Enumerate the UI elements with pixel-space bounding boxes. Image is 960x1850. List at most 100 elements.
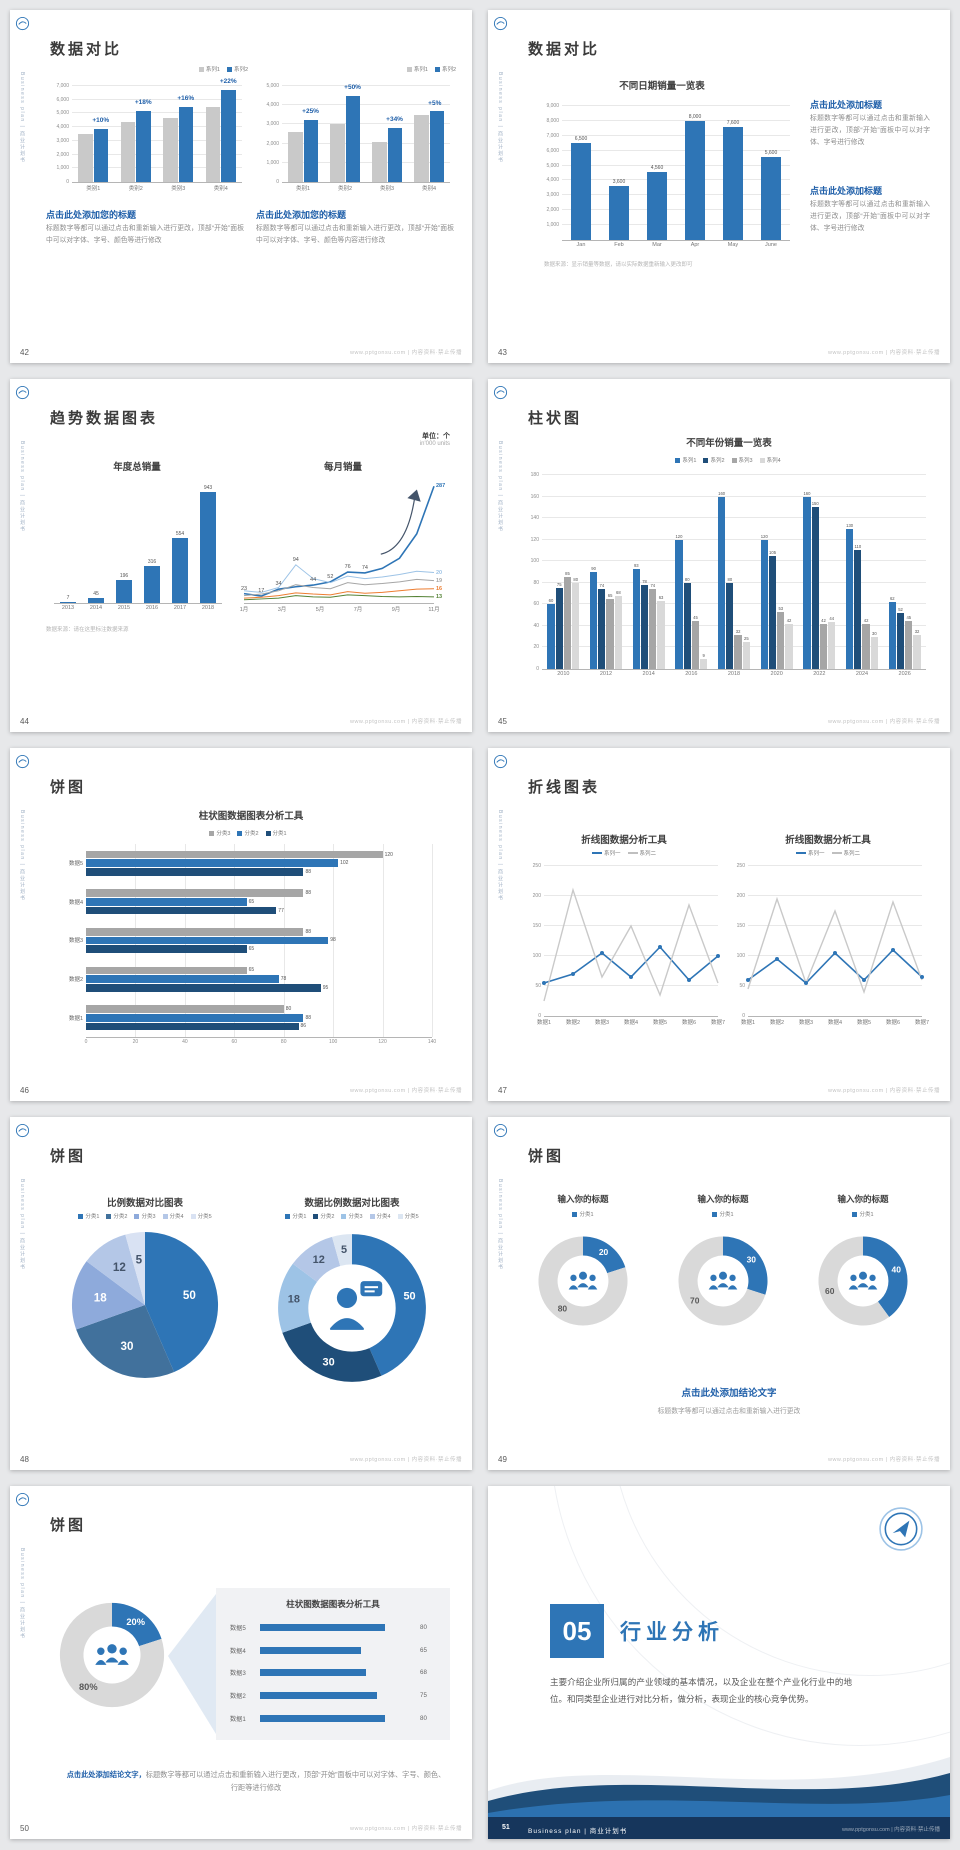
sidebar-vertical-text: Business plan | 商业计划书	[19, 1179, 25, 1271]
brand-logo-icon	[493, 1123, 508, 1138]
conclusion-lead: 点击此处添加结论文字，	[66, 1770, 146, 1779]
panel-title: 柱状图数据图表分析工具	[286, 1599, 380, 1609]
caption-title-left: 点击此处添加您的标题	[46, 210, 137, 220]
brand-logo-icon	[15, 16, 30, 31]
slide-42[interactable]: Business plan | 商业计划书 数据对比 系列1 系列2 0 1,000 2…	[10, 10, 472, 363]
section-body: 主要介绍企业所归属的产业领域的基本情况，以及企业在整个产业化行业中的地位。和同类…	[550, 1677, 852, 1704]
svg-text:5: 5	[341, 1244, 347, 1256]
right-chart-title: 折线图数据分析工具	[785, 835, 871, 846]
brand-logo-icon	[15, 754, 30, 769]
slide-title: 数据对比	[50, 41, 123, 59]
page-number: 48	[20, 1455, 29, 1464]
slide-title: 折线图表	[528, 779, 601, 797]
slide-sidebar: Business plan | 商业计划书	[488, 379, 514, 732]
slide-44[interactable]: Business plan | 商业计划书 趋势数据图表 单位：个 in'000…	[10, 379, 472, 732]
unit-label-cn: 单位：个	[422, 433, 450, 440]
grouped-bar-chart-left: 系列1 系列2 0 1,000 2,000 3,000 4,000 5,000 6,000 7,0…	[56, 66, 248, 192]
slide-sidebar: Business plan | 商业计划书	[488, 10, 514, 363]
page-number: 42	[20, 348, 29, 357]
brand-logo-icon	[15, 1492, 30, 1507]
svg-text:80: 80	[558, 1303, 568, 1313]
panel-bar-rows: 数据5 80 数据4 65 数据3 68 数据2 75 数据1 80	[230, 1623, 427, 1724]
svg-text:50: 50	[403, 1290, 415, 1302]
footer-site-text: www.pptgonsu.com | 内容资料·禁止传播	[841, 1827, 940, 1833]
donut-title-3: 输入你的标题	[837, 1194, 889, 1204]
conclusion-paragraph: 点击此处添加结论文字，标题数字等都可以通过点击和重新输入进行更改，顶部“开始”面…	[66, 1768, 446, 1795]
analysis-panel: 柱状图数据图表分析工具 数据5 80 数据4 65 数据3 68 数据2 75 数据1 80	[216, 1588, 450, 1740]
sidebar-vertical-text: Business plan | 商业计划书	[497, 810, 503, 902]
slide-sidebar: Business plan | 商业计划书	[10, 748, 36, 1101]
yearly-grouped-bar-chart: 系列1 系列2 系列3 系列4 0 20 40 60 80 100 120 140 160 180 60 75…	[524, 455, 932, 681]
brand-logo-icon	[15, 1123, 30, 1138]
bottom-footer-bar: 51 Business plan | 商业计划书 www.pptgonsu.co…	[488, 1817, 950, 1839]
slide-48[interactable]: Business plan | 商业计划书 饼图 比例数据对比图表 分类1 分类2…	[10, 1117, 472, 1470]
slide-51[interactable]: 05 行业分析 主要介绍企业所归属的产业领域的基本情况，以及企业在整个产业化行业…	[488, 1486, 950, 1839]
slide-43[interactable]: Business plan | 商业计划书 数据对比 不同日期销量一览表 1,0…	[488, 10, 950, 363]
company-logo-icon	[879, 1507, 923, 1551]
data-source-note: 数据来源：请在这里标注数据来源	[46, 627, 129, 633]
slide-sidebar: Business plan | 商业计划书	[10, 1117, 36, 1470]
slide-sidebar: Business plan | 商业计划书	[488, 1117, 514, 1470]
page-number: 47	[498, 1086, 507, 1095]
bottom-wave-decoration	[488, 1757, 950, 1817]
sidebar-vertical-text: Business plan | 商业计划书	[497, 1179, 503, 1271]
conclusion-subtext: 标题数字等都可以通过点击和重新输入进行更改	[657, 1408, 801, 1415]
chart-title: 不同日期销量一览表	[619, 81, 705, 92]
slide-title: 饼图	[50, 779, 87, 797]
grouped-bar-chart-right: 系列1 系列2 0 1,000 2,000 3,000 4,000 5,000 类别1 +25% 类…	[266, 66, 456, 192]
svg-text:40: 40	[892, 1264, 902, 1274]
slide-title: 饼图	[50, 1148, 87, 1166]
slide-50[interactable]: Business plan | 商业计划书 饼图 20% 80% 柱状图数据图表分…	[10, 1486, 472, 1839]
svg-text:30: 30	[120, 1340, 133, 1353]
page-number: 43	[498, 348, 507, 357]
brand-logo-icon	[15, 385, 30, 400]
sidebar-vertical-text: Business plan | 商业计划书	[19, 441, 25, 533]
section-number-box: 05	[550, 1604, 604, 1658]
brand-logo-icon	[493, 385, 508, 400]
slide-47[interactable]: Business plan | 商业计划书 折线图表 折线图数据分析工具 系列一…	[488, 748, 950, 1101]
slide-sidebar: Business plan | 商业计划书	[10, 379, 36, 732]
footer-brand-text: Business plan | 商业计划书	[528, 1827, 628, 1835]
caption-body-right: 标题数字等都可以通过点击和重新输入进行更改，顶部“开始”面板中可以对字体、字号、…	[256, 225, 454, 244]
svg-text:18: 18	[94, 1292, 107, 1305]
page-number: 50	[20, 1824, 29, 1833]
svg-text:30: 30	[747, 1255, 757, 1265]
svg-text:12: 12	[313, 1254, 325, 1266]
footer-site-text: www.pptgonsu.com | 内容资料·禁止传播	[349, 1088, 462, 1094]
unit-label: 单位：个 in'000 units	[380, 431, 450, 447]
slide-sidebar: Business plan | 商业计划书	[10, 1486, 36, 1839]
page-number: 51	[502, 1824, 510, 1831]
annual-sales-bar-chart: 7 2013 45 2014 196 2015 316 2016 554 2017 943 2018	[46, 473, 228, 615]
chart-title: 柱状图数据图表分析工具	[198, 811, 304, 822]
footer-site-text: www.pptgonsu.com | 内容资料·禁止传播	[827, 719, 940, 725]
chart-title: 不同年份销量一览表	[686, 438, 772, 449]
svg-text:70: 70	[690, 1296, 700, 1306]
donut-chart-3: 分类1 40 60	[810, 1209, 916, 1343]
footer-site-text: www.pptgonsu.com | 内容资料·禁止传播	[349, 1826, 462, 1832]
svg-text:18: 18	[288, 1294, 300, 1306]
svg-text:20: 20	[599, 1247, 609, 1257]
sidebar-vertical-text: Business plan | 商业计划书	[19, 72, 25, 164]
donut-title-1: 输入你的标题	[557, 1194, 609, 1204]
ratio-donut-chart: 20% 80%	[50, 1590, 174, 1720]
slide-sidebar: Business plan | 商业计划书	[488, 748, 514, 1101]
brand-logo-icon	[493, 754, 508, 769]
slide-49[interactable]: Business plan | 商业计划书 饼图 输入你的标题 分类1 20 80 …	[488, 1117, 950, 1470]
caption-body-left: 标题数字等都可以通过点击和重新输入进行更改，顶部“开始”面板中可以对字体、字号、…	[46, 225, 244, 244]
pie-chart: 分类1 分类2 分类3 分类4 分类5 50 30 18 12 5	[62, 1211, 228, 1389]
brand-logo-icon	[493, 16, 508, 31]
funnel-connector-shape	[168, 1594, 216, 1734]
sales-bar-chart: 1,000 2,000 3,000 4,000 5,000 6,000 7,000 8,000…	[532, 96, 796, 252]
conclusion-title: 点击此处添加结论文字	[681, 1388, 777, 1399]
slide-46[interactable]: Business plan | 商业计划书 饼图 柱状图数据图表分析工具 分类3…	[10, 748, 472, 1101]
footer-site-text: www.pptgonsu.com | 内容资料·禁止传播	[827, 1088, 940, 1094]
caption-body-1: 标题数字等都可以通过点击和重新输入进行更改，顶部“开始”面板中可以对字体、字号进…	[810, 115, 930, 146]
footer-site-text: www.pptgonsu.com | 内容资料·禁止传播	[349, 350, 462, 356]
left-chart-title: 折线图数据分析工具	[581, 835, 667, 846]
slide-45[interactable]: Business plan | 商业计划书 柱状图 不同年份销量一览表 系列1 系…	[488, 379, 950, 732]
conclusion-rest: 标题数字等都可以通过点击和重新输入进行更改，顶部“开始”面板中可以对字体、字号、…	[145, 1770, 446, 1793]
slide-sidebar: Business plan | 商业计划书	[10, 10, 36, 363]
line-chart-right: 系列一 系列二 0 50 100 150 200 250 数据1 数据2 数据3 数据4 数据5 数据6 数…	[736, 851, 930, 1026]
svg-text:30: 30	[323, 1356, 335, 1368]
